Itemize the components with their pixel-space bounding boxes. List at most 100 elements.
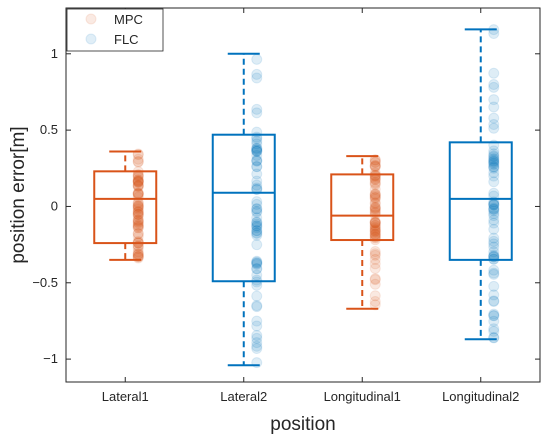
data-point-lateral2 (251, 256, 263, 268)
data-point-longitudinal2 (488, 310, 500, 322)
x-tick-label: Lateral1 (102, 389, 149, 404)
data-point-longitudinal2 (488, 145, 500, 157)
data-point-lateral1 (132, 217, 144, 229)
legend-marker-mpc (85, 13, 97, 25)
data-point-lateral2 (251, 196, 263, 208)
data-point-lateral1 (132, 179, 144, 191)
data-point-lateral1 (132, 206, 144, 218)
data-point-lateral1 (132, 230, 144, 242)
data-point-longitudinal2 (488, 148, 500, 160)
data-point-lateral1 (132, 248, 144, 260)
data-point-longitudinal2 (488, 264, 500, 276)
data-point-longitudinal2 (488, 161, 500, 173)
data-point-longitudinal1 (369, 230, 381, 242)
data-point-longitudinal1 (369, 154, 381, 166)
y-tick-label: 1 (51, 46, 58, 61)
data-point-lateral1 (132, 206, 144, 218)
data-point-lateral2 (251, 229, 263, 241)
data-point-lateral2 (251, 160, 263, 172)
data-point-longitudinal2 (488, 155, 500, 167)
data-point-lateral2 (251, 182, 263, 194)
data-point-lateral2 (251, 263, 263, 275)
data-point-lateral2 (251, 337, 263, 349)
data-point-longitudinal2 (488, 232, 500, 244)
data-point-longitudinal2 (488, 205, 500, 217)
data-point-lateral1 (132, 174, 144, 186)
data-point-longitudinal2 (488, 210, 500, 222)
data-point-longitudinal1 (369, 245, 381, 257)
data-point-longitudinal1 (369, 179, 381, 191)
data-point-lateral2 (251, 206, 263, 218)
data-point-lateral2 (251, 145, 263, 157)
data-point-lateral2 (251, 203, 263, 215)
data-point-lateral2 (251, 203, 263, 215)
data-point-lateral1 (132, 176, 144, 188)
data-point-longitudinal2 (488, 310, 500, 322)
data-point-longitudinal1 (369, 225, 381, 237)
data-point-lateral1 (132, 208, 144, 220)
y-axis-label: position error[m] (8, 126, 29, 263)
data-point-longitudinal2 (488, 157, 500, 169)
data-point-longitudinal2 (488, 162, 500, 174)
data-point-lateral2 (251, 269, 263, 281)
data-point-longitudinal1 (369, 188, 381, 200)
data-point-lateral1 (132, 202, 144, 214)
data-point-longitudinal2 (488, 158, 500, 170)
data-point-longitudinal1 (369, 167, 381, 179)
axis-ticks: −1 −0.5 0 0.5 1 Lateral1 Lateral2 Longitudinal1… (32, 8, 540, 404)
legend-marker-flc (85, 33, 97, 45)
data-point-lateral2 (251, 103, 263, 115)
data-point-lateral1 (132, 205, 144, 217)
data-point-lateral2 (251, 107, 263, 119)
data-point-lateral2 (251, 68, 263, 80)
data-point-lateral1 (132, 219, 144, 231)
data-point-longitudinal1 (369, 232, 381, 244)
data-point-lateral2 (251, 301, 263, 313)
data-point-lateral2 (251, 222, 263, 234)
data-point-longitudinal1 (369, 248, 381, 260)
data-point-lateral1 (132, 203, 144, 215)
data-point-longitudinal1 (369, 161, 381, 173)
data-point-lateral2 (251, 274, 263, 286)
data-point-lateral1 (132, 250, 144, 262)
data-point-longitudinal2 (488, 267, 500, 279)
legend-label-flc: FLC (114, 32, 139, 47)
data-point-longitudinal1 (369, 189, 381, 201)
data-point-lateral2 (251, 315, 263, 327)
data-point-lateral2 (251, 320, 263, 332)
data-point-longitudinal2 (488, 167, 500, 179)
data-point-lateral2 (251, 143, 263, 155)
data-point-longitudinal1 (369, 177, 381, 189)
data-point-lateral2 (251, 168, 263, 180)
data-point-lateral1 (132, 208, 144, 220)
data-point-lateral1 (132, 181, 144, 193)
data-point-lateral2 (251, 198, 263, 210)
box-plots (93, 28, 513, 367)
data-point-lateral2 (251, 175, 263, 187)
data-point-longitudinal2 (488, 151, 500, 163)
data-point-longitudinal2 (488, 332, 500, 344)
data-point-longitudinal2 (488, 203, 500, 215)
data-point-longitudinal2 (488, 67, 500, 79)
data-point-longitudinal2 (488, 154, 500, 166)
data-point-lateral2 (251, 138, 263, 150)
data-point-longitudinal2 (488, 176, 500, 188)
data-point-lateral1 (132, 200, 144, 212)
data-point-longitudinal1 (369, 258, 381, 270)
x-tick-label: Lateral2 (220, 389, 267, 404)
data-point-longitudinal1 (369, 159, 381, 171)
y-tick-label: −0.5 (32, 275, 58, 290)
data-point-lateral1 (132, 180, 144, 192)
data-point-longitudinal1 (369, 190, 381, 202)
data-point-longitudinal2 (488, 150, 500, 162)
data-point-lateral2 (251, 257, 263, 269)
data-point-longitudinal1 (369, 192, 381, 204)
data-point-lateral2 (251, 72, 263, 84)
data-point-longitudinal1 (369, 201, 381, 213)
data-point-longitudinal1 (369, 202, 381, 214)
data-point-longitudinal2 (488, 323, 500, 335)
data-point-lateral1 (132, 176, 144, 188)
data-point-longitudinal2 (488, 101, 500, 113)
data-point-longitudinal2 (488, 250, 500, 262)
data-point-lateral2 (251, 343, 263, 355)
